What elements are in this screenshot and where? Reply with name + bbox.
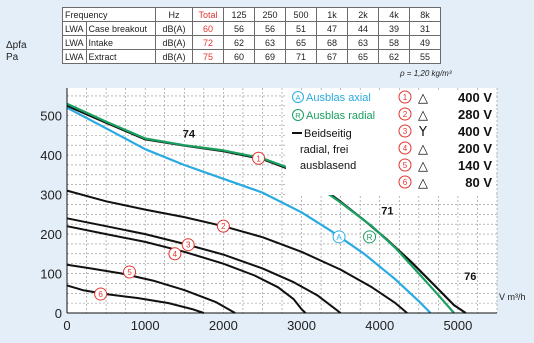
legend-radial-marker-letter: R (295, 111, 301, 120)
y-axis-label: Δpfa Pa (6, 40, 27, 64)
marker-1-label: 1 (256, 154, 261, 163)
legend-speed-6-number: 6 (403, 178, 408, 187)
marker-A-circle (332, 230, 346, 244)
series-axial-line (66, 106, 432, 314)
marker-R-label: R (367, 233, 373, 242)
marker-2-label: 2 (221, 222, 226, 231)
y-tick-label: 0 (55, 306, 62, 321)
legend-free-label: Beidseitig (304, 128, 352, 140)
marker-3-circle (181, 238, 195, 252)
legend-speed-3-circle (398, 124, 412, 138)
sound-level-annotation: 76 (464, 271, 476, 283)
cell-value: 67 (316, 49, 348, 64)
sound-level-table: Frequency Hz Total 125 250 500 1k 2k 4k … (62, 7, 441, 64)
legend-speed-1-connection: △ (418, 91, 428, 106)
axes: 0 1000 2000 3000 4000 5000 0 100 200 300 400 500 V m… (40, 88, 526, 333)
cell-name: Extract (85, 49, 157, 64)
legend-speed-6-voltage: 80 V (465, 175, 492, 190)
marker-5-circle (123, 265, 137, 279)
cell-symbol: LWA (62, 49, 87, 64)
legend-axial-marker-circle (292, 91, 304, 103)
legend-radial-marker-circle (292, 109, 304, 121)
marker-6-label: 6 (98, 290, 103, 299)
x-axis-label: V m³/h (499, 292, 526, 302)
legend-speed-2-circle (398, 107, 412, 121)
table-header-row: Frequency Hz Total 125 250 500 1k 2k 4k … (62, 7, 441, 22)
series-s3-line (66, 217, 342, 314)
series-s5-line (66, 263, 236, 314)
legend-speed-3-number: 3 (403, 127, 408, 136)
legend-speed-3-voltage: 400 V (458, 124, 492, 139)
legend-free-label: radial, frei (300, 144, 348, 156)
series-s4-line (66, 225, 307, 314)
legend-speed-5-voltage: 140 V (458, 158, 492, 173)
x-tick-label: 3000 (287, 318, 316, 333)
legend-speed-5-circle (398, 158, 412, 172)
cell-unit: dB(A) (155, 49, 193, 64)
legend-speed-4-voltage: 200 V (458, 141, 492, 156)
marker-2-circle (216, 219, 230, 233)
x-tick-label: 0 (63, 318, 70, 333)
legend-speed-6-circle (398, 175, 412, 189)
marker-4-label: 4 (173, 250, 178, 259)
marker-5-label: 5 (127, 268, 132, 277)
legend-speed-2-voltage: 280 V (458, 107, 492, 122)
sound-level-annotation: 71 (381, 205, 393, 217)
legend-free-label: ausblasend (300, 160, 356, 172)
y-tick-label: 200 (40, 227, 62, 242)
legend-speed-5-number: 5 (403, 161, 408, 170)
legend-speed-4-connection: △ (418, 142, 428, 157)
legend-axial-marker-letter: A (295, 93, 300, 102)
series-s2-line (66, 189, 408, 314)
y-tick-label: 300 (40, 188, 62, 203)
table-row: LWA Extract dB(A) 75 60 69 71 67 65 62 5… (62, 49, 441, 64)
legend-speed-4-number: 4 (403, 144, 408, 153)
legend-radial-label: Ausblas radial (306, 110, 375, 122)
x-tick-label: 2000 (209, 318, 238, 333)
y-tick-label: 400 (40, 148, 62, 163)
y-axis-label-unit: Pa (6, 52, 19, 63)
x-tick-label: 4000 (365, 318, 394, 333)
legend-speed-5-connection: △ (418, 159, 428, 174)
x-tick-label: 5000 (443, 318, 472, 333)
legend-axial-label: Ausblas axial (306, 92, 371, 104)
cell-value: 55 (409, 49, 441, 64)
marker-A-label: A (336, 233, 342, 242)
y-tick-label: 500 (40, 109, 62, 124)
legend-speed-3-connection: Y (418, 125, 427, 140)
y-axis-label-symbol: Δpfa (6, 40, 27, 51)
legend-box (286, 90, 496, 195)
x-tick-label: 1000 (131, 318, 160, 333)
marker-6-circle (94, 287, 108, 301)
legend-speed-1-number: 1 (403, 93, 408, 102)
marker-R-circle (363, 230, 377, 244)
series-s6-line (66, 284, 205, 314)
legend: A Ausblas axial R Ausblas radial Beidseitig r… (286, 90, 496, 195)
marker-4-circle (168, 247, 182, 261)
marker-1-circle (252, 151, 266, 165)
legend-speed-2-connection: △ (418, 108, 428, 123)
legend-speed-1-voltage: 400 V (458, 90, 492, 105)
table-row: LWA Intake dB(A) 72 62 63 65 68 63 58 49 (62, 35, 441, 50)
legend-speed-6-connection: △ (418, 176, 428, 191)
y-tick-label: 100 (40, 267, 62, 282)
legend-speed-4-circle (398, 141, 412, 155)
cell-value: 65 (347, 49, 379, 64)
sound-level-annotation: 74 (183, 128, 196, 140)
cell-value: 71 (285, 49, 317, 64)
legend-speed-2-number: 2 (403, 110, 408, 119)
marker-3-label: 3 (186, 241, 191, 250)
legend-speed-1-circle (398, 90, 412, 104)
curve-markers: 1 2 34 5 6 A R (94, 151, 377, 301)
air-density-note: ρ = 1,20 kg/m³ (400, 69, 452, 78)
